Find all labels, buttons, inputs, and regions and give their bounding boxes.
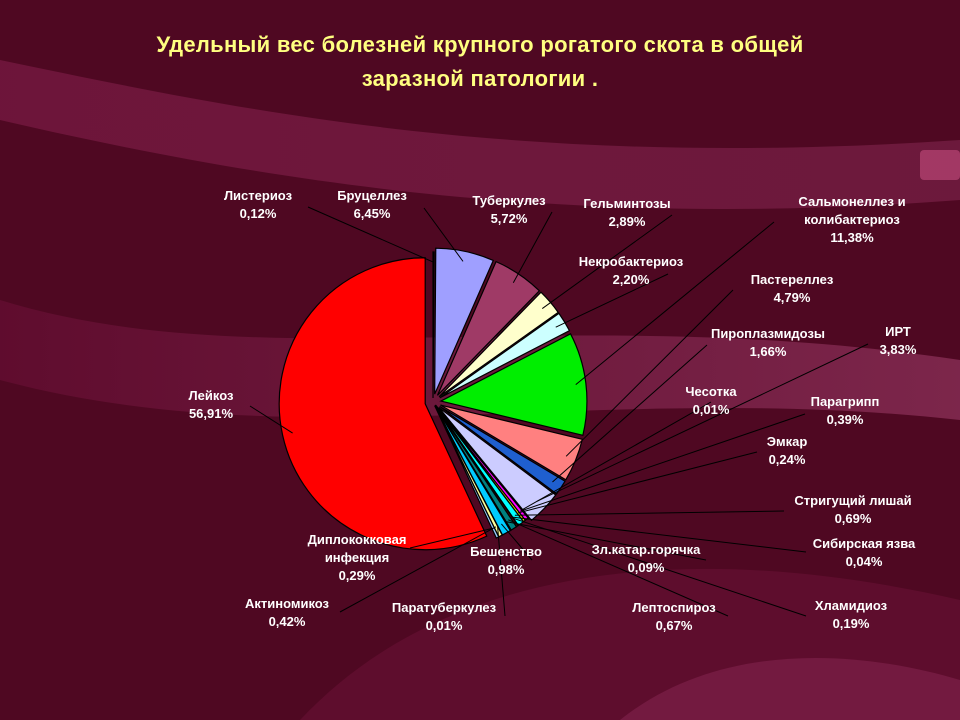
leader-line-актиномикоз [339, 526, 497, 613]
slice-name-label: Лейкоз [189, 388, 234, 403]
leader-line-туберкулез [512, 211, 553, 283]
slice-value-label: 2,20% [613, 272, 650, 287]
leader-line-бруцеллез [423, 207, 464, 262]
slice-name-label: Пироплазмидозы [711, 326, 825, 341]
leader-line-паратуберкулез [497, 525, 506, 617]
leader-line-сальмонеллез-и-колибактериоз [575, 221, 775, 386]
slice-name-label: Хламидиоз [815, 598, 888, 613]
leader-line-стригущий-лишай [514, 510, 785, 516]
slice-value-label: 5,72% [491, 211, 528, 226]
leader-line-сибирская-язва [512, 516, 807, 553]
leader-line-диплококковая-инфекция [409, 527, 494, 549]
pie-slice-гельминтозы [438, 291, 560, 398]
slice-value-label: 11,38% [830, 230, 874, 245]
slice-value-label: 0,98% [488, 562, 525, 577]
slice-value-label: 2,89% [609, 214, 646, 229]
slice-name-label: Актиномикоз [245, 596, 330, 611]
slice-name-label: Паратуберкулез [392, 600, 497, 615]
slice-value-label: 56,91% [189, 406, 234, 421]
slice-value-label: 0,01% [693, 402, 730, 417]
slice-name-label: Чесотка [685, 384, 737, 399]
leader-line-лептоспироз [508, 519, 729, 617]
pie-slice-некробактериоз [439, 312, 571, 399]
slice-value-label: 0,04% [846, 554, 883, 569]
slice-value-label: 0,42% [269, 614, 306, 629]
slice-name-label: Туберкулез [472, 193, 546, 208]
slice-name-label: Бруцеллез [337, 188, 407, 203]
leader-line-эмкар [518, 451, 758, 514]
slice-value-label: 0,12% [240, 206, 277, 221]
slice-value-label: 0,24% [769, 452, 806, 467]
leader-line-бешенство [501, 523, 533, 561]
slice-value-label: 0,39% [827, 412, 864, 427]
slice-name-label: Некробактериоз [579, 254, 684, 269]
leader-line-гельминтозы [541, 214, 673, 309]
slice-name-label: колибактериоз [804, 212, 900, 227]
slice-name-label: Бешенство [470, 544, 542, 559]
leader-line-чесотка [521, 401, 712, 511]
slice-name-label: Пастереллез [751, 272, 834, 287]
slice-name-label: Парагрипп [811, 394, 880, 409]
slice-value-label: 0,01% [426, 618, 463, 633]
pie-slice-ирт [438, 407, 557, 522]
slice-name-label: Сибирская язва [813, 536, 916, 551]
pie-slice-листериоз [432, 251, 435, 399]
slice-name-label: Зл.катар.горячка [592, 542, 701, 557]
slice-name-label: Стригущий лишай [794, 493, 911, 508]
slice-value-label: 6,45% [354, 206, 391, 221]
slice-name-label: Эмкар [767, 434, 808, 449]
pie-slice-бруцеллез [434, 247, 495, 395]
leader-line-пироплазмидозы [552, 344, 708, 483]
slice-value-label: 0,69% [835, 511, 872, 526]
slice-value-label: 1,66% [750, 344, 787, 359]
leader-line-лейкоз [249, 405, 293, 434]
slice-name-label: Листериоз [224, 188, 293, 203]
leader-line-зл-катар-горячка [505, 521, 707, 561]
slice-value-label: 0,29% [339, 568, 376, 583]
slice-value-label: 0,09% [628, 560, 665, 575]
leader-line-парагрипп [520, 413, 806, 512]
slide-title-line1: Удельный вес болезней крупного рогатого … [156, 32, 804, 57]
leader-line-пастереллез [565, 289, 734, 457]
pie-slice-лейкоз [278, 257, 488, 551]
slice-name-label: инфекция [325, 550, 389, 565]
leader-line-хламидиоз [511, 517, 807, 617]
slice-name-label: Диплококковая [308, 532, 407, 547]
slice-name-label: Лептоспироз [632, 600, 716, 615]
slice-value-label: 0,67% [656, 618, 693, 633]
leader-line-листериоз [307, 206, 434, 263]
slice-value-label: 4,79% [774, 290, 811, 305]
slice-name-label: Гельминтозы [583, 196, 670, 211]
slice-name-label: ИРТ [885, 324, 911, 339]
slice-name-label: Сальмонеллез и [798, 194, 905, 209]
leader-line-некробактериоз [555, 273, 669, 328]
pie-slice-сальмонеллез-и-колибактериоз [439, 333, 588, 437]
leader-line-ирт [536, 343, 869, 502]
pie-slice-пастереллез [440, 404, 584, 481]
slide-title-line2: заразной патологии . [361, 66, 599, 91]
pie-slice-туберкулез [436, 260, 541, 396]
slice-value-label: 3,83% [880, 342, 917, 357]
slice-value-label: 0,19% [833, 616, 870, 631]
